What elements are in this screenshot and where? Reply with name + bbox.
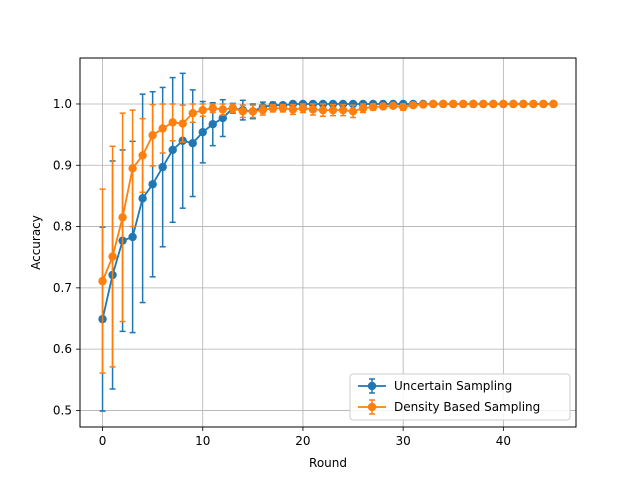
y-tick-label: 0.9	[53, 158, 72, 172]
data-point	[188, 108, 197, 118]
data-point	[128, 232, 137, 242]
data-point	[138, 194, 147, 203]
data-point	[188, 139, 197, 148]
series-uncertain-sampling	[98, 72, 558, 412]
data-point	[168, 118, 177, 127]
data-point	[148, 180, 157, 189]
data-point	[368, 102, 378, 112]
y-tick-label: 0.8	[53, 220, 72, 234]
legend-label: Density Based Sampling	[394, 400, 540, 414]
y-tick-label: 0.7	[53, 281, 72, 295]
data-point	[128, 164, 137, 173]
data-point	[108, 252, 117, 261]
data-point	[338, 105, 348, 115]
data-point	[158, 162, 167, 172]
data-point	[328, 105, 338, 115]
data-point	[539, 99, 548, 109]
data-point	[549, 99, 558, 109]
x-tick-label: 0	[99, 434, 107, 448]
y-tick-label: 0.5	[53, 403, 72, 417]
data-point	[298, 104, 308, 113]
data-point	[398, 102, 408, 112]
x-tick-label: 20	[295, 434, 310, 448]
data-point	[479, 99, 488, 109]
data-point	[238, 107, 248, 116]
data-point	[288, 105, 298, 114]
data-point	[439, 99, 448, 109]
data-point	[208, 119, 217, 129]
data-point	[519, 99, 528, 109]
series-line	[101, 103, 554, 320]
data-point	[529, 99, 538, 109]
x-axis-label: Round	[309, 456, 347, 470]
y-axis-label: Accuracy	[29, 215, 43, 270]
data-point	[248, 107, 258, 116]
data-point	[388, 101, 398, 111]
plot-area	[98, 72, 558, 412]
data-point	[268, 104, 278, 113]
data-point	[459, 99, 468, 109]
data-point	[148, 131, 157, 140]
data-point	[469, 99, 478, 109]
x-tick-label: 10	[195, 434, 210, 448]
data-point	[278, 104, 288, 113]
data-point	[489, 99, 498, 109]
data-point	[168, 145, 177, 155]
x-tick-label: 30	[396, 434, 411, 448]
x-tick-label: 40	[496, 434, 511, 448]
data-point	[429, 99, 438, 109]
data-point	[158, 124, 167, 133]
data-point	[418, 100, 428, 109]
data-point	[378, 102, 388, 111]
y-tick-label: 0.6	[53, 342, 72, 356]
legend: Uncertain Sampling Density Based Sampling	[349, 373, 571, 421]
data-point	[499, 99, 508, 109]
data-point	[449, 99, 458, 109]
data-point	[358, 104, 368, 113]
data-point	[308, 105, 318, 114]
data-point	[318, 105, 328, 115]
y-tick-label: 1.0	[53, 97, 72, 111]
data-point	[198, 105, 207, 115]
axes-frame	[79, 57, 577, 428]
y-axis: 0.5 0.6 0.7 0.8 0.9 1.0	[53, 97, 80, 417]
data-point	[208, 104, 217, 113]
data-point	[228, 104, 238, 113]
data-point	[348, 107, 358, 116]
data-point	[138, 151, 147, 160]
legend-box	[349, 373, 571, 421]
data-point	[218, 113, 227, 123]
data-point	[258, 105, 268, 115]
legend-label: Uncertain Sampling	[394, 379, 512, 393]
data-point	[509, 99, 518, 109]
data-point	[408, 100, 418, 110]
legend-marker	[367, 381, 377, 391]
data-point	[198, 127, 207, 137]
series-line	[101, 103, 554, 282]
data-point	[218, 105, 227, 114]
data-point	[178, 119, 187, 128]
data-point	[118, 213, 127, 222]
x-axis: 0 10 20 30 40	[99, 427, 511, 448]
legend-marker	[367, 402, 377, 412]
grid	[80, 58, 576, 427]
data-point	[348, 99, 358, 109]
series-density-based-sampling	[98, 99, 558, 374]
data-point	[98, 276, 107, 286]
